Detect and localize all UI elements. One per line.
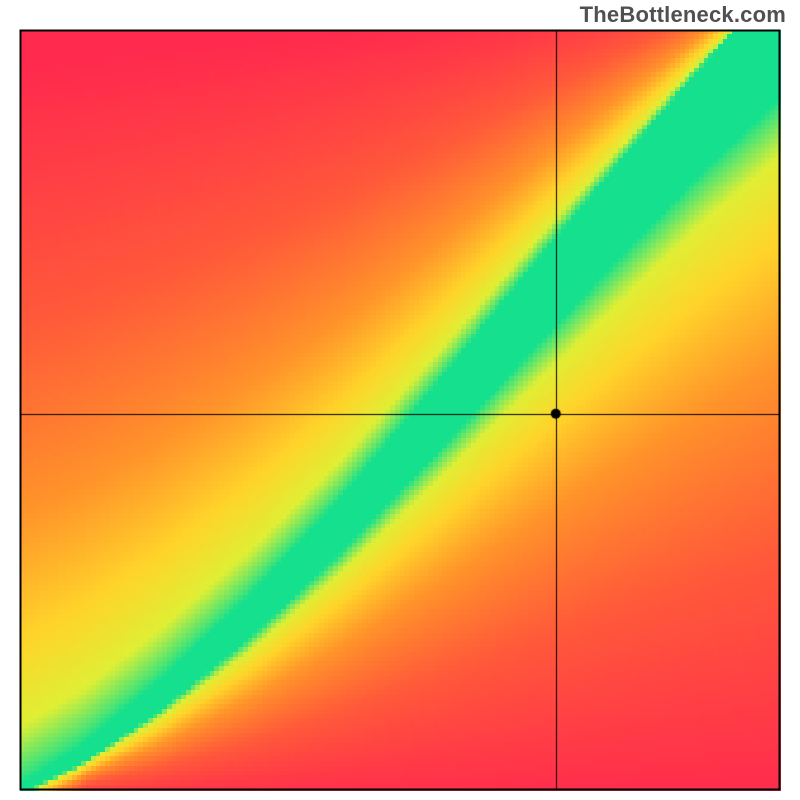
chart-container: { "watermark": { "text": "TheBottleneck.… (0, 0, 800, 800)
bottleneck-heatmap (0, 0, 800, 800)
watermark-label: TheBottleneck.com (580, 2, 786, 28)
